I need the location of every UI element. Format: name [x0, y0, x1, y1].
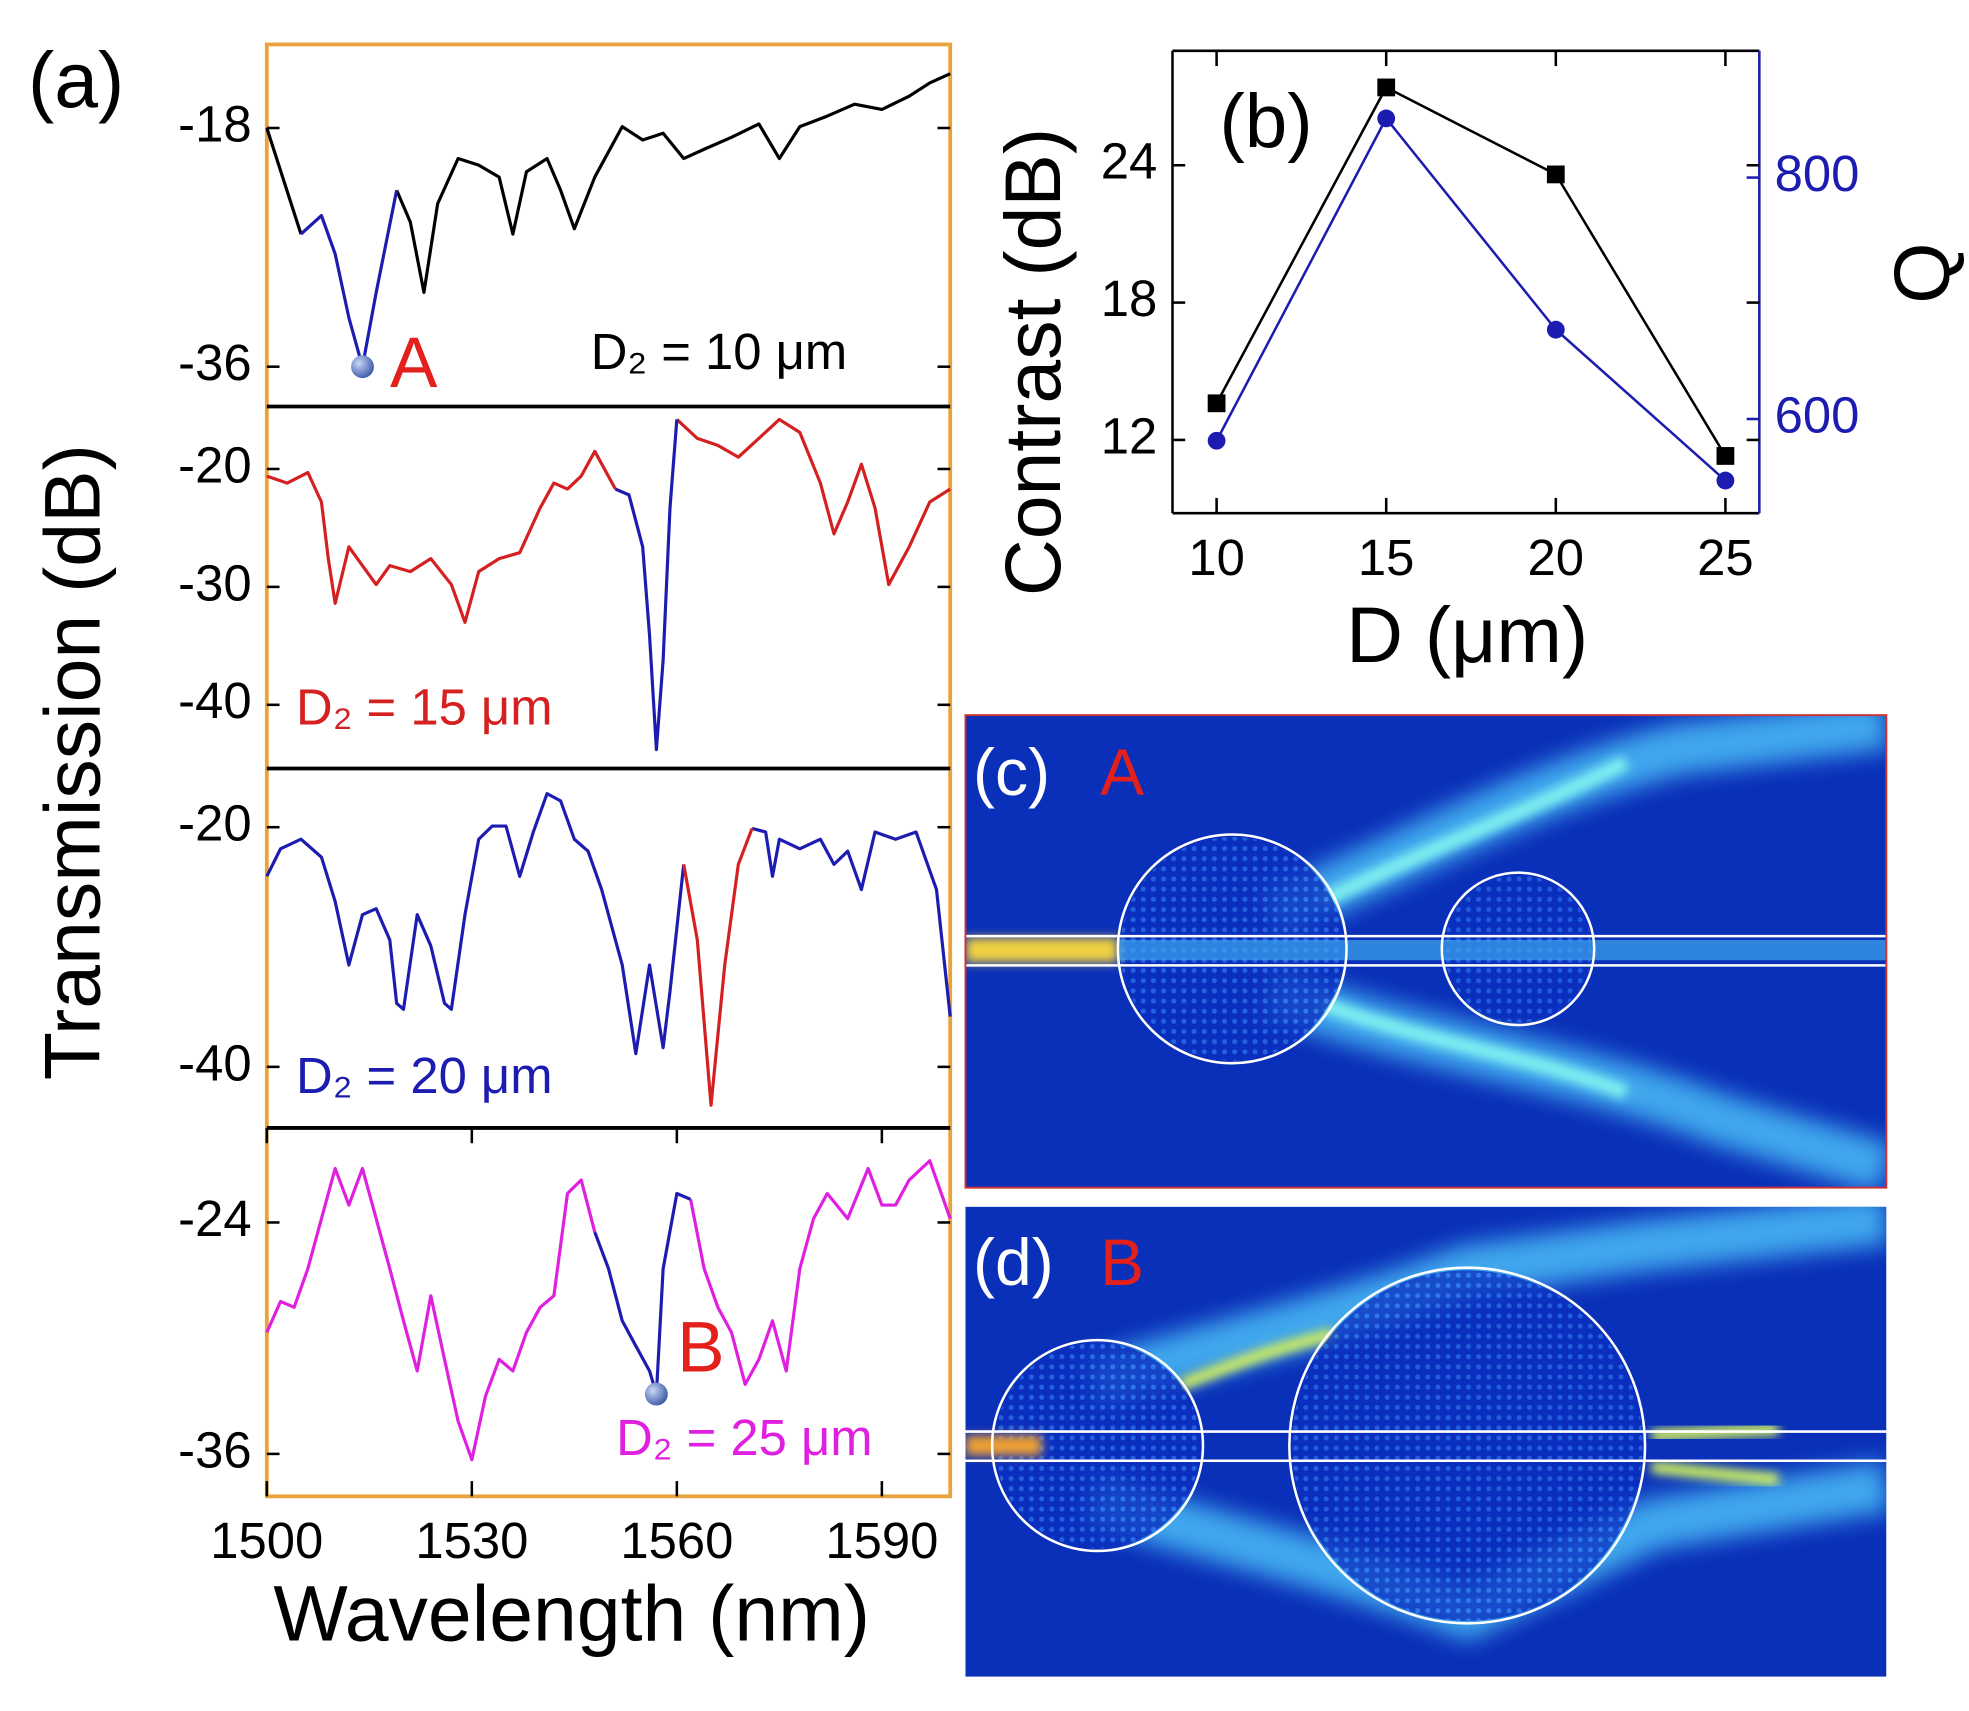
image-frame	[964, 714, 1888, 1189]
annotation: D₂ = 15 μm	[296, 679, 552, 736]
point	[1377, 78, 1396, 97]
image-label: (c)	[973, 735, 1050, 809]
y-tick-label: 18	[1101, 270, 1158, 327]
field-image-d	[965, 1206, 1887, 1677]
series-line	[265, 72, 951, 294]
x-tick-label: 25	[1697, 529, 1754, 586]
series-line	[265, 792, 952, 1056]
x-axis-label: Wavelength (nm)	[273, 1569, 870, 1657]
y2-tick-label: 600	[1775, 386, 1860, 443]
y-tick-label: -18	[178, 95, 251, 152]
annotation: A	[390, 324, 438, 403]
y-tick-label: -24	[178, 1190, 251, 1247]
y-tick-label: -30	[178, 554, 251, 611]
point	[1546, 165, 1565, 184]
panel-label: (a)	[28, 36, 124, 124]
series-line	[1215, 86, 1727, 457]
image-marker: A	[1100, 735, 1144, 809]
resonance-point	[351, 355, 374, 379]
annotation: D₂ = 25 μm	[616, 1409, 873, 1466]
x-axis-label: D (μm)	[1346, 591, 1588, 679]
x-tick-label: 1590	[825, 1512, 938, 1569]
annotation: D₂ = 10 μm	[591, 323, 848, 380]
series-line	[266, 417, 952, 624]
y-tick-label: -20	[178, 795, 251, 852]
series-line	[1215, 117, 1727, 482]
resonance-point	[644, 1382, 668, 1406]
x-tick-label: 1530	[415, 1512, 528, 1569]
y-tick-label: -36	[178, 1421, 251, 1478]
y-tick-label: 12	[1101, 407, 1158, 464]
series-line	[299, 189, 399, 369]
point	[1207, 394, 1226, 413]
x-tick-label: 10	[1188, 529, 1245, 586]
y-tick-label: -36	[178, 334, 251, 391]
y2-tick-label: 800	[1775, 145, 1860, 202]
field-image-c	[965, 715, 1887, 1188]
annotation: D₂ = 20 μm	[296, 1047, 552, 1104]
x-tick-label: 1560	[620, 1512, 733, 1569]
image-marker: B	[1100, 1225, 1144, 1299]
series-line	[614, 419, 679, 752]
series-line	[593, 1191, 692, 1396]
y-tick-label: -40	[178, 1034, 251, 1091]
annotation: B	[677, 1309, 724, 1388]
y-axis-label: Contrast (dB)	[989, 128, 1077, 596]
y2-axis-label: Q	[1878, 242, 1966, 303]
x-tick-label: 1500	[210, 1512, 323, 1569]
x-tick-label: 20	[1528, 529, 1585, 586]
image-label: (d)	[973, 1225, 1054, 1299]
x-tick-label: 15	[1358, 529, 1415, 586]
point	[1716, 471, 1735, 490]
series-line	[682, 827, 754, 1107]
point	[1546, 320, 1565, 339]
panel-label: (b)	[1219, 79, 1312, 164]
series-line	[265, 1159, 952, 1462]
y-tick-label: -40	[178, 672, 251, 729]
y-tick-label: 24	[1101, 133, 1158, 190]
point	[1716, 447, 1735, 465]
point	[1377, 109, 1396, 128]
y-tick-label: -20	[178, 436, 251, 493]
point	[1207, 431, 1226, 450]
y-axis-label: Transmission (dB)	[29, 444, 117, 1080]
